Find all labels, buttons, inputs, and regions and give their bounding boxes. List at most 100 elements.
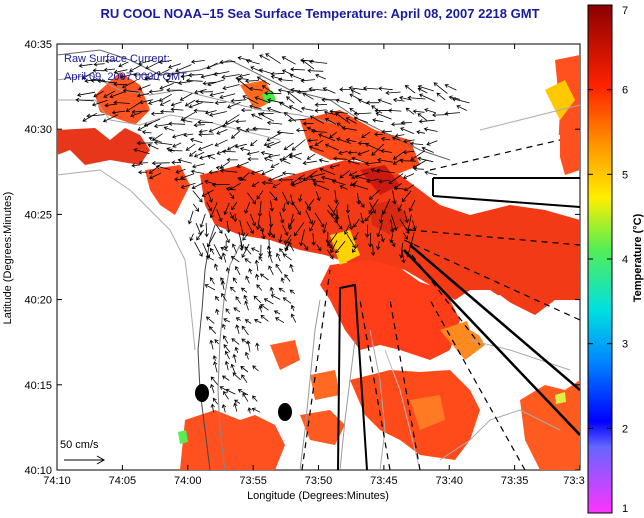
current-vector-arrow [300,78,315,83]
current-vector-arrow [284,273,291,282]
current-vector-arrow [104,58,118,64]
x-tick-label: 73:40 [435,475,463,487]
current-vector-arrow [404,210,409,224]
current-vector-arrow [365,224,370,238]
current-vector-arrow [205,316,215,324]
current-vector-arrow [282,253,292,261]
current-vector-arrow [226,144,238,151]
current-vector-arrow [267,154,281,159]
current-vector-arrow [235,119,247,124]
current-vector-arrow [379,210,384,224]
y-tick-label: 40:15 [24,380,52,392]
current-vector-arrow [365,178,379,184]
current-vector-arrow [194,89,207,95]
current-vector-arrow [213,244,223,260]
map-title: RU COOL NOAA–15 Sea Surface Temperature:… [100,6,540,21]
current-vector-arrow [208,326,217,334]
current-vector-arrow [190,169,205,174]
current-vector-arrow [319,167,336,175]
current-vector-arrow [137,170,148,175]
current-vector-arrow [393,185,406,191]
current-vector-arrow [316,244,322,252]
current-vector-arrow [215,224,223,234]
current-vector-arrow [246,340,251,352]
current-vector-arrow [338,150,348,155]
current-vector-arrow [219,59,236,65]
current-vector-arrow [302,121,314,126]
current-vector-arrow [331,179,346,186]
current-vector-arrow [103,67,116,72]
current-vector-arrow [210,376,219,386]
current-vector-arrow [290,194,295,206]
current-vector-arrow [309,220,316,232]
current-vector-arrow [410,150,426,161]
current-vector-arrow [165,79,181,84]
current-vector-arrow [198,132,215,137]
current-vector-arrow [318,158,329,163]
current-vector-arrow [225,388,236,395]
current-vector-arrow [225,308,231,315]
station-marker [278,403,292,421]
current-vector-arrow [392,97,405,103]
current-vector-arrow [412,220,417,231]
current-vector-arrow [137,122,153,131]
colorbar-tick-label: 2 [622,423,628,435]
current-vector-arrow [242,233,249,241]
current-vector-arrow [451,97,470,104]
colorbar-tick-label: 1 [622,503,628,515]
current-vector-arrow [208,169,219,175]
current-vector-arrow [368,189,380,200]
current-vector-arrow [322,87,336,94]
current-vector-arrow [282,297,292,304]
current-vector-arrow [270,71,285,77]
y-axis-ticks: 40:35 40:30 40:25 40:20 40:15 40:10 [24,39,580,477]
current-vector-arrow [197,143,214,151]
current-vector-arrow [306,153,316,160]
current-vector-arrow [353,218,360,228]
current-vector-arrow [270,163,280,169]
current-vector-arrow [229,212,234,220]
current-vector-arrow [215,295,220,302]
current-vector-arrow [258,223,264,233]
current-vector-arrow [192,203,200,212]
current-vector-arrow [131,109,148,115]
current-vector-arrow [209,91,225,97]
current-vector-arrow [240,107,252,113]
current-vector-arrow [288,219,295,228]
current-vector-arrow [353,232,359,241]
current-vector-arrow [230,363,236,375]
current-vector-arrow [230,256,240,263]
current-vector-arrow [267,174,284,182]
current-vector-arrow [252,365,259,372]
current-vector-arrow [392,151,404,160]
scale-label: 50 cm/s [60,439,99,451]
current-vector-arrow [207,79,225,87]
current-vector-arrow [397,204,402,212]
current-vector-arrow [231,201,238,211]
current-vector-arrow [238,73,250,79]
current-vector-arrow [285,234,292,244]
current-vector-arrow [157,69,170,76]
current-vector-arrow [193,151,205,158]
current-vector-arrow [210,403,215,413]
current-vector-arrow [186,78,203,83]
current-vector-arrow [78,63,93,68]
current-vector-arrow [245,127,258,133]
current-vector-arrow [339,185,348,190]
current-vector-arrow [226,220,231,234]
current-vector-arrow [238,232,245,249]
current-vector-arrow [283,142,294,151]
current-vector-arrow [257,112,275,122]
colorbar-tick-label: 5 [622,169,628,181]
current-vector-arrow [208,124,226,133]
current-vector-arrow [252,126,270,131]
current-vector-arrow [270,294,281,300]
current-vector-arrow [278,177,294,183]
current-vector-arrow [149,172,162,180]
current-vector-arrow [351,244,359,253]
current-vector-arrow [327,249,334,260]
current-vector-arrow [213,361,218,373]
current-vector-arrow [188,102,203,109]
current-vector-arrow [160,109,175,114]
surface-current-vectors [75,53,470,414]
